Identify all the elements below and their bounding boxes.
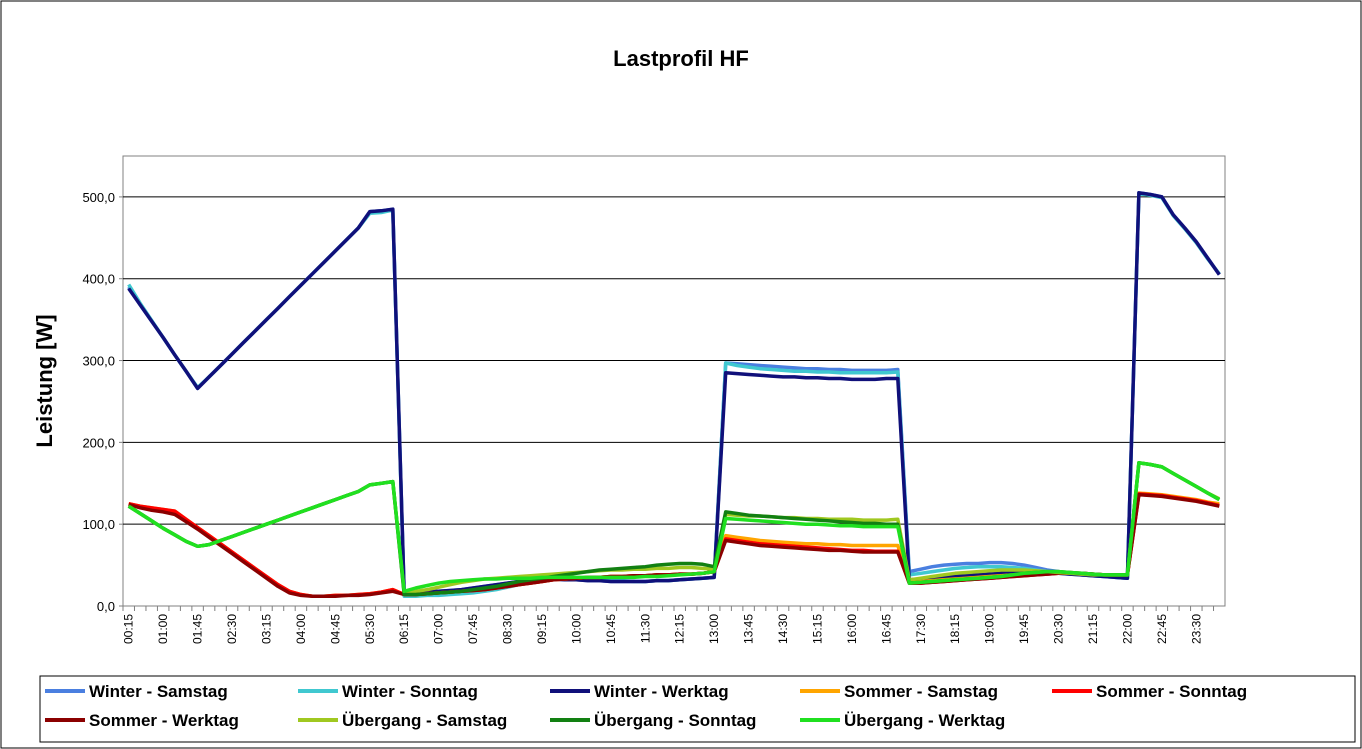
- x-tick-label: 12:15: [673, 614, 687, 644]
- y-tick-label: 300,0: [82, 354, 115, 369]
- x-tick-label: 18:15: [948, 614, 962, 644]
- legend-label: Winter - Werktag: [594, 682, 729, 701]
- y-tick-label: 200,0: [82, 435, 115, 450]
- x-tick-label: 04:00: [294, 614, 308, 644]
- x-tick-label: 16:00: [845, 614, 859, 644]
- legend-label: Winter - Sonntag: [342, 682, 478, 701]
- x-tick-label: 01:00: [156, 614, 170, 644]
- legend-label: Sommer - Samstag: [844, 682, 998, 701]
- legend-label: Sommer - Sonntag: [1096, 682, 1247, 701]
- y-tick-label: 500,0: [82, 190, 115, 205]
- chart-title: Lastprofil HF: [613, 46, 749, 71]
- x-tick-label: 07:45: [466, 614, 480, 644]
- y-tick-label: 0,0: [97, 599, 115, 614]
- legend-label: Übergang - Samstag: [342, 711, 507, 730]
- x-tick-label: 23:30: [1189, 614, 1203, 644]
- x-tick-label: 02:30: [225, 614, 239, 644]
- x-tick-label: 16:45: [879, 614, 893, 644]
- x-tick-label: 00:15: [122, 614, 136, 644]
- x-tick-label: 10:45: [604, 614, 618, 644]
- x-tick-label: 22:45: [1155, 614, 1169, 644]
- x-tick-label: 11:30: [638, 614, 652, 643]
- x-tick-label: 22:00: [1120, 614, 1134, 644]
- x-tick-label: 01:45: [191, 614, 205, 644]
- x-tick-label: 13:00: [707, 614, 721, 644]
- legend-label: Winter - Samstag: [89, 682, 228, 701]
- x-tick-label: 03:15: [259, 614, 273, 644]
- legend-label: Übergang - Werktag: [844, 711, 1005, 730]
- x-tick-label: 10:00: [569, 614, 583, 644]
- legend-label: Sommer - Werktag: [89, 711, 239, 730]
- x-tick-label: 19:45: [1017, 614, 1031, 644]
- x-tick-label: 09:15: [535, 614, 549, 644]
- x-tick-label: 08:30: [501, 614, 515, 644]
- x-tick-label: 06:15: [397, 614, 411, 644]
- legend-label: Übergang - Sonntag: [594, 711, 756, 730]
- x-tick-label: 05:30: [363, 614, 377, 644]
- series-line: [127, 461, 1221, 594]
- x-tick-label: 04:45: [328, 614, 342, 644]
- x-tick-label: 13:45: [742, 614, 756, 644]
- x-tick-label: 15:15: [810, 614, 824, 644]
- x-tick-label: 07:00: [432, 614, 446, 644]
- legend-box: [39, 675, 1356, 743]
- x-tick-label: 21:15: [1086, 614, 1100, 644]
- y-tick-label: 100,0: [82, 517, 115, 532]
- x-tick-label: 19:00: [983, 614, 997, 644]
- y-axis-label: Leistung [W]: [32, 314, 57, 447]
- y-tick-label: 400,0: [82, 272, 115, 287]
- x-tick-label: 14:30: [776, 614, 790, 644]
- x-tick-label: 20:30: [1052, 614, 1066, 644]
- x-tick-label: 17:30: [914, 614, 928, 644]
